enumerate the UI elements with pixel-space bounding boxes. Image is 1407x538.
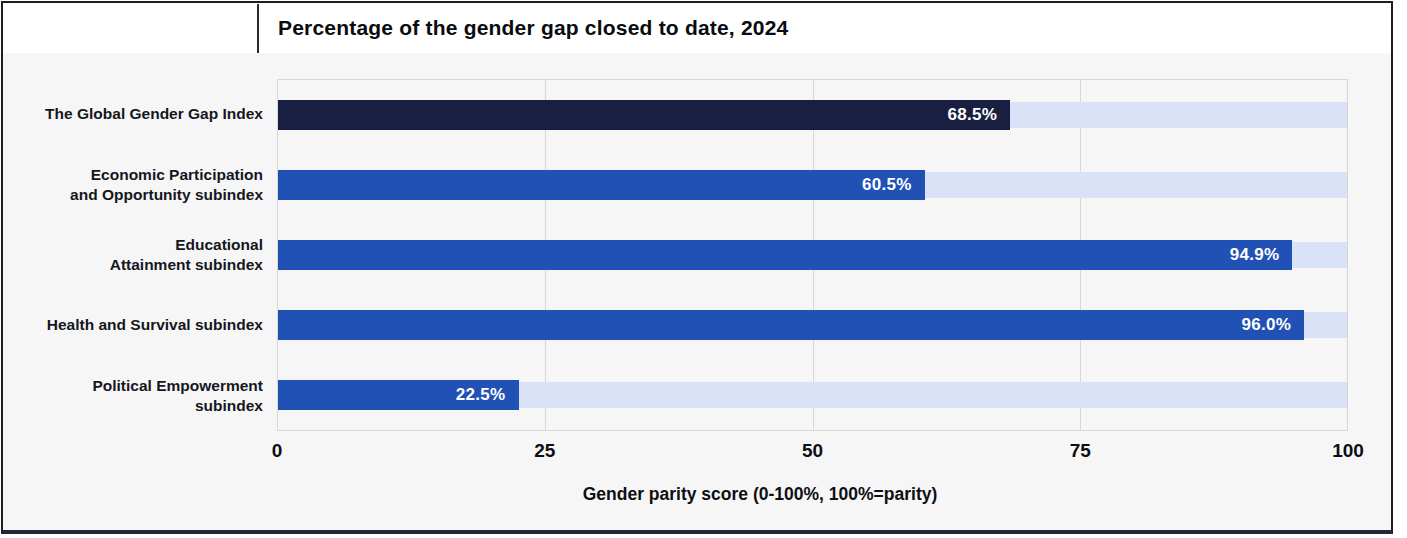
bar-row: 68.5% bbox=[278, 80, 1347, 150]
chart-header: Percentage of the gender gap closed to d… bbox=[3, 3, 1391, 53]
category-label: Educational Attainment subindex bbox=[3, 220, 263, 290]
gridline bbox=[1347, 80, 1348, 430]
bar-value-label: 94.9% bbox=[1230, 245, 1293, 265]
x-tick-label: 0 bbox=[272, 440, 283, 462]
x-tick-label: 75 bbox=[1070, 440, 1091, 462]
bar: 68.5% bbox=[278, 100, 1010, 130]
x-tick-label: 25 bbox=[534, 440, 555, 462]
plot-area: 68.5% 60.5% 94.9% 96.0% 22.5% bbox=[277, 79, 1348, 431]
category-label: Political Empowerment subindex bbox=[3, 361, 263, 431]
x-axis-ticks: 0 25 50 75 100 bbox=[3, 440, 1391, 468]
x-tick-label: 100 bbox=[1332, 440, 1364, 462]
x-axis-label: Gender parity score (0-100%, 100%=parity… bbox=[583, 484, 938, 505]
bar: 94.9% bbox=[278, 240, 1292, 270]
bar-value-label: 22.5% bbox=[456, 385, 519, 405]
header-divider bbox=[257, 4, 259, 53]
bar-rows: 68.5% 60.5% 94.9% 96.0% 22.5% bbox=[278, 80, 1347, 430]
bar-row: 60.5% bbox=[278, 150, 1347, 220]
category-label: Health and Survival subindex bbox=[3, 290, 263, 360]
bar-row: 22.5% bbox=[278, 360, 1347, 430]
chart-title: Percentage of the gender gap closed to d… bbox=[278, 3, 788, 53]
bar: 22.5% bbox=[278, 380, 519, 410]
chart-card: Percentage of the gender gap closed to d… bbox=[1, 1, 1393, 534]
category-label: Economic Participation and Opportunity s… bbox=[3, 149, 263, 219]
bar: 60.5% bbox=[278, 170, 925, 200]
bar-value-label: 96.0% bbox=[1242, 315, 1305, 335]
x-tick-label: 50 bbox=[802, 440, 823, 462]
figure: Percentage of the gender gap closed to d… bbox=[0, 0, 1407, 538]
bar-row: 94.9% bbox=[278, 220, 1347, 290]
bar: 96.0% bbox=[278, 310, 1304, 340]
category-label: The Global Gender Gap Index bbox=[3, 79, 263, 149]
bar-row: 96.0% bbox=[278, 290, 1347, 360]
bar-value-label: 68.5% bbox=[948, 105, 1011, 125]
bar-value-label: 60.5% bbox=[862, 175, 925, 195]
category-axis: The Global Gender Gap IndexEconomic Part… bbox=[3, 79, 263, 431]
